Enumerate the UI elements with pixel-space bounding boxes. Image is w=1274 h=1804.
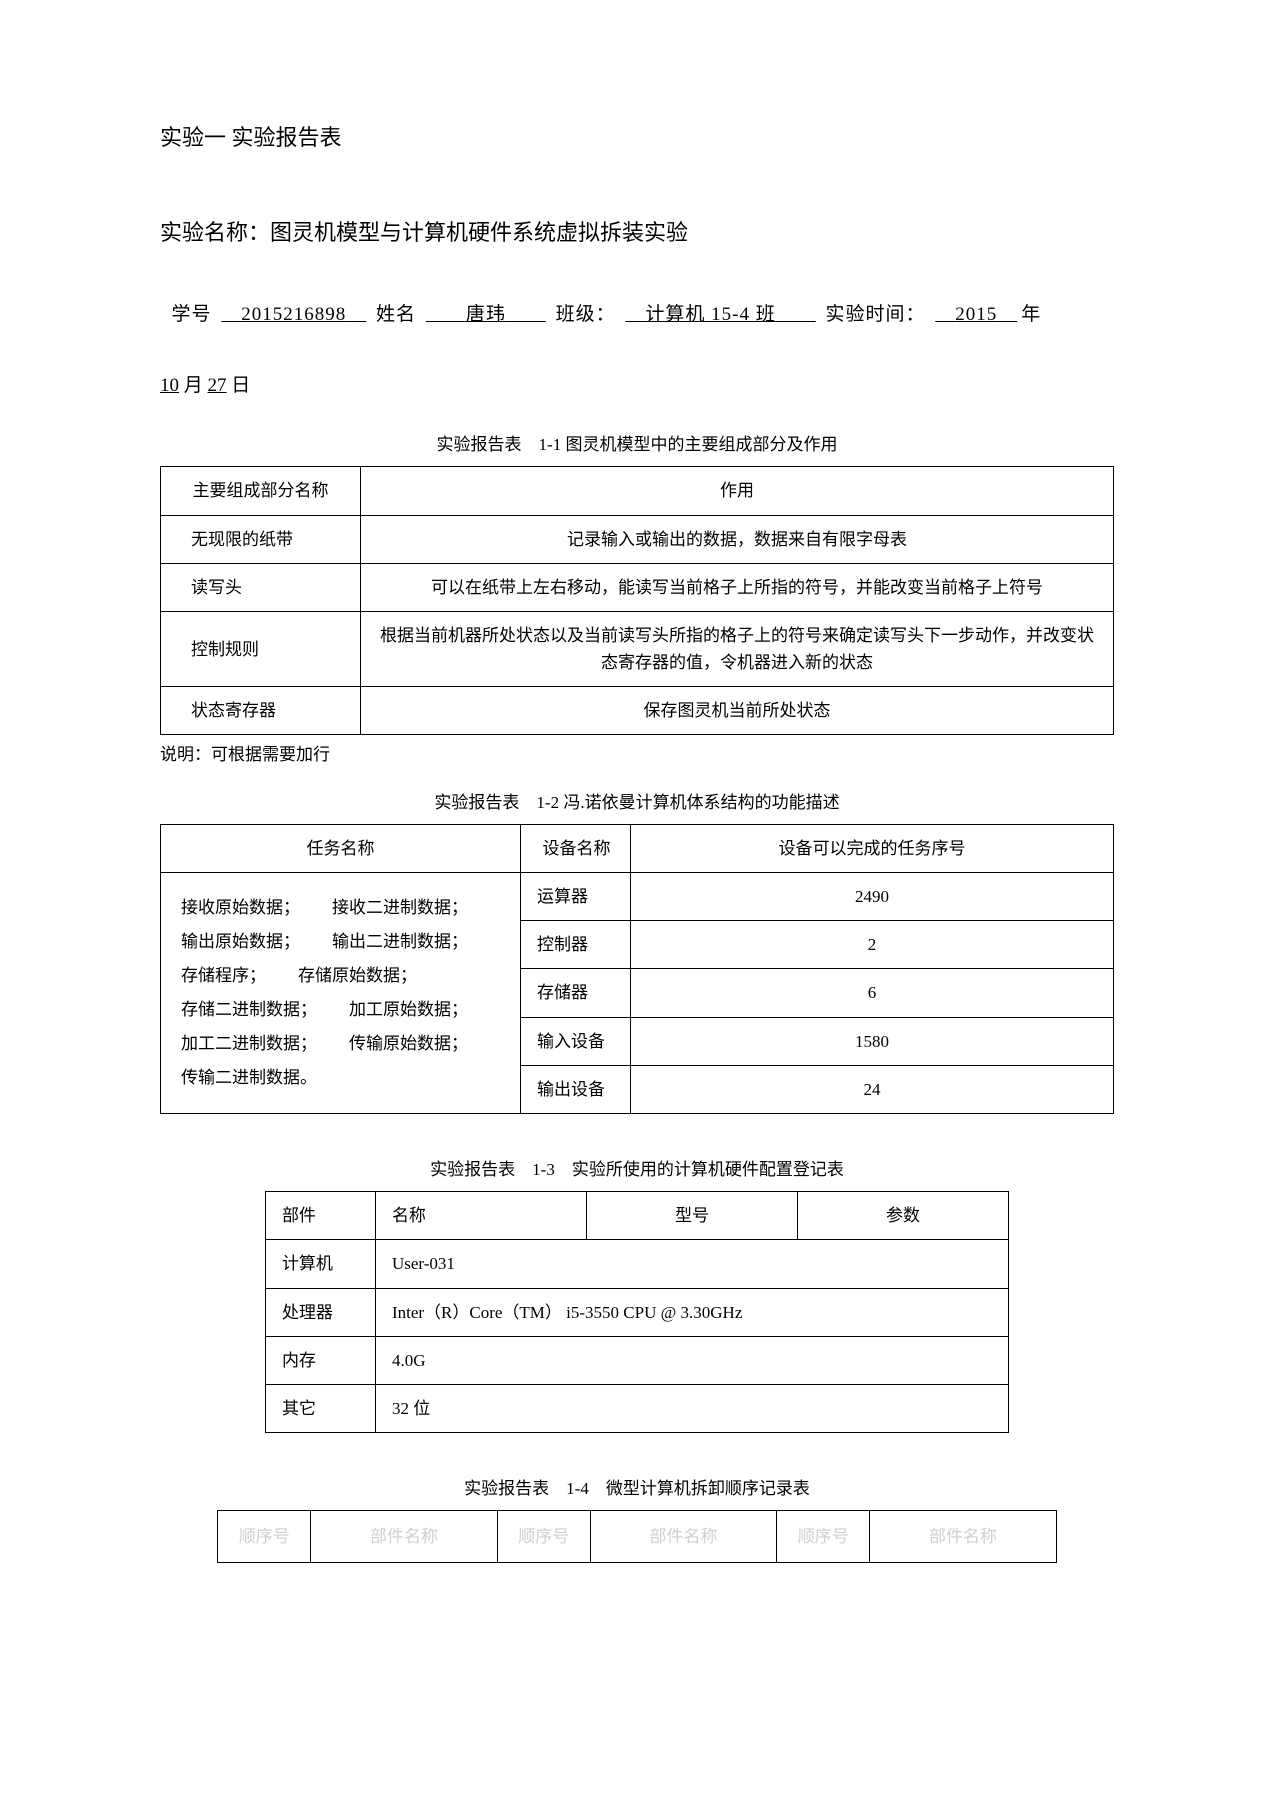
table1-r1c2: 可以在纸带上左右移动，能读写当前格子上所指的符号，并能改变当前格子上符号 bbox=[361, 563, 1114, 611]
date-line: 10 月 27 日 bbox=[160, 371, 1114, 401]
year-value: 2015 bbox=[931, 304, 1021, 325]
table2-r2-val: 6 bbox=[631, 969, 1114, 1017]
table3-r0c1: 计算机 bbox=[265, 1240, 375, 1288]
table4-caption: 实验报告表 1-4 微型计算机拆卸顺序记录表 bbox=[160, 1475, 1114, 1502]
month-value: 10 bbox=[160, 375, 179, 396]
table1-r2c1: 控制规则 bbox=[161, 611, 361, 686]
table4-h4: 部件名称 bbox=[590, 1511, 776, 1563]
table1-header-row: 主要组成部分名称 作用 bbox=[161, 467, 1114, 515]
table4-h1: 顺序号 bbox=[218, 1511, 311, 1563]
table-row: 无现限的纸带 记录输入或输出的数据，数据来自有限字母表 bbox=[161, 515, 1114, 563]
table-row: 控制规则 根据当前机器所处状态以及当前读写头所指的格子上的符号来确定读写头下一步… bbox=[161, 611, 1114, 686]
table3-r2c1: 内存 bbox=[265, 1336, 375, 1384]
class-label: 班级： bbox=[556, 304, 616, 325]
table4-h5: 顺序号 bbox=[777, 1511, 870, 1563]
table2-header-row: 任务名称 设备名称 设备可以完成的任务序号 bbox=[161, 824, 1114, 872]
table3-r3c2: 32 位 bbox=[375, 1384, 1008, 1432]
table-row: 内存 4.0G bbox=[265, 1336, 1008, 1384]
table2-r1-val: 2 bbox=[631, 921, 1114, 969]
table2-r3-dev: 输入设备 bbox=[521, 1017, 631, 1065]
table-row: 状态寄存器 保存图灵机当前所处状态 bbox=[161, 687, 1114, 735]
table-row: 接收原始数据；接收二进制数据； 输出原始数据；输出二进制数据； 存储程序；存储原… bbox=[161, 873, 1114, 921]
day-value: 27 bbox=[208, 375, 227, 396]
table3-r2c2: 4.0G bbox=[375, 1336, 1008, 1384]
table3-r1c2: Inter（R）Core（TM） i5-3550 CPU @ 3.30GHz bbox=[375, 1288, 1008, 1336]
table2-r0-dev: 运算器 bbox=[521, 873, 631, 921]
table3-r0c2: User-031 bbox=[375, 1240, 1008, 1288]
table3-r3c1: 其它 bbox=[265, 1384, 375, 1432]
month-unit: 月 bbox=[184, 375, 203, 396]
id-value: 2015216898 bbox=[217, 304, 370, 325]
name-label: 姓名 bbox=[376, 304, 416, 325]
table1-r0c1: 无现限的纸带 bbox=[161, 515, 361, 563]
table1: 主要组成部分名称 作用 无现限的纸带 记录输入或输出的数据，数据来自有限字母表 … bbox=[160, 466, 1114, 735]
table-row: 读写头 可以在纸带上左右移动，能读写当前格子上所指的符号，并能改变当前格子上符号 bbox=[161, 563, 1114, 611]
table1-r3c1: 状态寄存器 bbox=[161, 687, 361, 735]
table-row: 其它 32 位 bbox=[265, 1384, 1008, 1432]
table2-h2: 设备名称 bbox=[521, 824, 631, 872]
table1-h2: 作用 bbox=[361, 467, 1114, 515]
table1-r0c2: 记录输入或输出的数据，数据来自有限字母表 bbox=[361, 515, 1114, 563]
table1-note: 说明：可根据需要加行 bbox=[160, 741, 1114, 768]
class-value: 计算机 15-4 班 bbox=[621, 304, 819, 325]
table4: 顺序号 部件名称 顺序号 部件名称 顺序号 部件名称 bbox=[217, 1510, 1057, 1563]
table3-header-row: 部件 名称 型号 参数 bbox=[265, 1192, 1008, 1240]
table2-h1: 任务名称 bbox=[161, 824, 521, 872]
table-row: 计算机 User-031 bbox=[265, 1240, 1008, 1288]
id-label: 学号 bbox=[172, 304, 212, 325]
day-unit: 日 bbox=[231, 375, 250, 396]
table1-r2c2: 根据当前机器所处状态以及当前读写头所指的格子上的符号来确定读写头下一步动作，并改… bbox=[361, 611, 1114, 686]
table2-r4-dev: 输出设备 bbox=[521, 1065, 631, 1113]
table4-h2: 部件名称 bbox=[311, 1511, 497, 1563]
table3-h4: 参数 bbox=[798, 1192, 1009, 1240]
exp-name-label: 实验名称： bbox=[160, 220, 270, 245]
table2-r4-val: 24 bbox=[631, 1065, 1114, 1113]
table2-caption: 实验报告表 1-2 冯.诺依曼计算机体系结构的功能描述 bbox=[160, 789, 1114, 816]
table3-caption: 实验报告表 1-3 实验所使用的计算机硬件配置登记表 bbox=[160, 1156, 1114, 1183]
table2-r3-val: 1580 bbox=[631, 1017, 1114, 1065]
student-info-line: 学号 2015216898 姓名 唐玮 班级： 计算机 15-4 班 实验时间：… bbox=[160, 300, 1114, 330]
time-label: 实验时间： bbox=[825, 304, 925, 325]
table2-r0-val: 2490 bbox=[631, 873, 1114, 921]
table1-r3c2: 保存图灵机当前所处状态 bbox=[361, 687, 1114, 735]
table4-header-row: 顺序号 部件名称 顺序号 部件名称 顺序号 部件名称 bbox=[218, 1511, 1057, 1563]
table1-r1c1: 读写头 bbox=[161, 563, 361, 611]
table1-caption: 实验报告表 1-1 图灵机模型中的主要组成部分及作用 bbox=[160, 431, 1114, 458]
table2-r2-dev: 存储器 bbox=[521, 969, 631, 1017]
exp-name-value: 图灵机模型与计算机硬件系统虚拟拆装实验 bbox=[270, 220, 688, 245]
table4-h6: 部件名称 bbox=[870, 1511, 1056, 1563]
table3-h2: 名称 bbox=[375, 1192, 586, 1240]
table3-h1: 部件 bbox=[265, 1192, 375, 1240]
table2: 任务名称 设备名称 设备可以完成的任务序号 接收原始数据；接收二进制数据； 输出… bbox=[160, 824, 1114, 1114]
year-unit: 年 bbox=[1021, 304, 1041, 325]
name-value: 唐玮 bbox=[422, 304, 550, 325]
table4-h3: 顺序号 bbox=[497, 1511, 590, 1563]
table2-r1-dev: 控制器 bbox=[521, 921, 631, 969]
table2-tasks-cell: 接收原始数据；接收二进制数据； 输出原始数据；输出二进制数据； 存储程序；存储原… bbox=[161, 873, 521, 1114]
table3-r1c1: 处理器 bbox=[265, 1288, 375, 1336]
table3: 部件 名称 型号 参数 计算机 User-031 处理器 Inter（R）Cor… bbox=[265, 1191, 1009, 1433]
table2-h3: 设备可以完成的任务序号 bbox=[631, 824, 1114, 872]
table3-h3: 型号 bbox=[586, 1192, 797, 1240]
table-row: 处理器 Inter（R）Core（TM） i5-3550 CPU @ 3.30G… bbox=[265, 1288, 1008, 1336]
page-title: 实验一 实验报告表 bbox=[160, 120, 1114, 155]
experiment-name-line: 实验名称：图灵机模型与计算机硬件系统虚拟拆装实验 bbox=[160, 215, 1114, 250]
table1-h1: 主要组成部分名称 bbox=[161, 467, 361, 515]
